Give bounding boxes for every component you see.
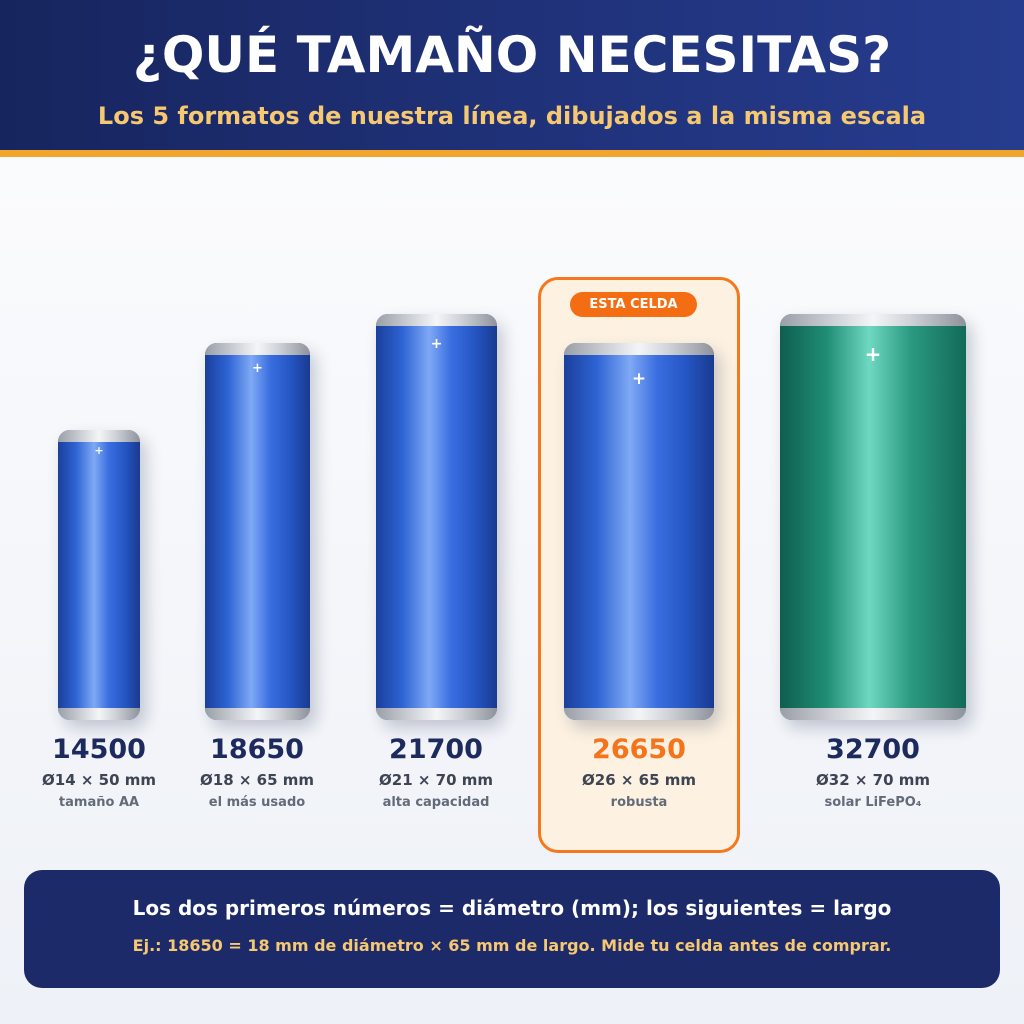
cell-18650: + — [205, 343, 310, 720]
cell-note: robusta — [610, 795, 668, 810]
cell-bottom-cap — [205, 708, 310, 720]
cell-bottom-cap — [564, 708, 714, 720]
cell-top-cap — [564, 343, 714, 355]
cell-note: solar LiFePO₄ — [824, 795, 922, 810]
cell-top-cap — [780, 314, 966, 326]
header-banner: ¿QUÉ TAMAÑO NECESITAS? Los 5 formatos de… — [0, 0, 1024, 152]
cell-21700: + — [376, 314, 497, 720]
page-subtitle: Los 5 formatos de nuestra línea, dibujad… — [97, 102, 927, 130]
positive-terminal-icon: + — [864, 342, 882, 366]
cell-code: 32700 — [826, 734, 920, 765]
cell-dimensions: Ø21 × 70 mm — [379, 771, 493, 789]
cell-label-18650: 18650 Ø18 × 65 mm el más usado — [157, 734, 357, 810]
positive-terminal-icon: + — [631, 369, 647, 389]
page-title: ¿QUÉ TAMAÑO NECESITAS? — [132, 26, 892, 84]
cell-note: el más usado — [208, 795, 306, 810]
cell-label-26650: 26650 Ø26 × 65 mm robusta — [539, 734, 739, 810]
footer-example: Ej.: 18650 = 18 mm de diámetro × 65 mm d… — [132, 936, 892, 955]
cell-note: alta capacidad — [382, 795, 490, 810]
cell-26650: + — [564, 343, 714, 720]
cell-bottom-cap — [780, 708, 966, 720]
positive-terminal-icon: + — [252, 361, 263, 376]
cell-bottom-cap — [376, 708, 497, 720]
cell-top-cap — [58, 430, 140, 442]
cell-14500: + — [58, 430, 140, 720]
cell-dimensions: Ø26 × 65 mm — [582, 771, 696, 789]
cell-32700: + — [780, 314, 966, 720]
header-accent-bar — [0, 150, 1024, 157]
positive-terminal-icon: + — [430, 336, 443, 352]
cell-top-cap — [376, 314, 497, 326]
footer-rule: Los dos primeros números = diámetro (mm)… — [132, 896, 892, 920]
positive-terminal-icon: + — [94, 444, 104, 457]
cell-code: 14500 — [52, 734, 146, 765]
cell-label-32700: 32700 Ø32 × 70 mm solar LiFePO₄ — [773, 734, 973, 810]
cell-dimensions: Ø18 × 65 mm — [200, 771, 314, 789]
cell-label-14500: 14500 Ø14 × 50 mm tamaño AA — [0, 734, 199, 810]
cell-note: tamaño AA — [58, 795, 140, 810]
cell-code: 21700 — [389, 734, 483, 765]
cell-dimensions: Ø32 × 70 mm — [816, 771, 930, 789]
cell-bottom-cap — [58, 708, 140, 720]
cell-top-cap — [205, 343, 310, 355]
cell-code: 26650 — [592, 734, 686, 765]
cell-dimensions: Ø14 × 50 mm — [42, 771, 156, 789]
cell-label-21700: 21700 Ø21 × 70 mm alta capacidad — [336, 734, 536, 810]
highlight-badge: ESTA CELDA — [570, 292, 697, 317]
footer-explanation: Los dos primeros números = diámetro (mm)… — [24, 870, 1000, 988]
cell-code: 18650 — [210, 734, 304, 765]
